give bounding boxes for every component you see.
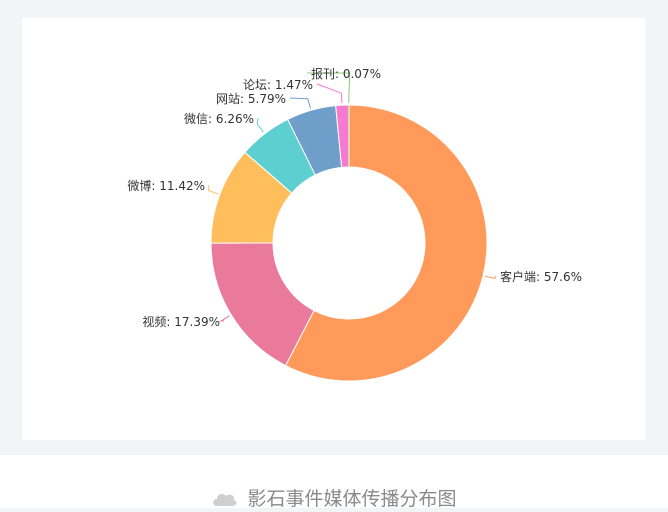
caption-text: 影石事件媒体传播分布图	[247, 488, 457, 510]
slice-label-客户端: 客户端: 57.6%	[500, 269, 582, 284]
chart-card: 客户端: 57.6% 视频: 17.39% 微博: 11.42% 微信: 6.26% 网…	[22, 18, 645, 440]
leader-line-报刊	[307, 72, 351, 104]
figure-caption: 影石事件媒体传播分布图	[0, 484, 668, 511]
slice-论坛	[335, 104, 350, 168]
slice-label-网站: 网站: 5.79%	[216, 92, 286, 106]
slice-报刊	[348, 105, 349, 168]
donut-chart: 客户端: 57.6% 视频: 17.39% 微博: 11.42% 微信: 6.26% 网…	[127, 66, 582, 382]
slice-label-报刊: 报刊: 0.07%	[311, 66, 381, 81]
leader-line-网站	[289, 97, 311, 109]
slice-label-论坛: 论坛: 1.47%	[243, 78, 313, 92]
caption-bar	[0, 455, 668, 508]
slice-label-微信: 微信: 6.26%	[184, 112, 254, 126]
slice-客户端	[284, 104, 488, 382]
leader-line-微信	[256, 117, 264, 133]
leader-line-客户端	[484, 275, 497, 280]
leader-line-视频	[219, 315, 230, 322]
slice-label-视频: 视频: 17.39%	[142, 314, 220, 329]
cloud-icon	[211, 490, 237, 506]
leader-line-论坛	[316, 83, 343, 104]
leader-line-微博	[207, 184, 219, 195]
slice-label-微博: 微博: 11.42%	[127, 178, 205, 193]
